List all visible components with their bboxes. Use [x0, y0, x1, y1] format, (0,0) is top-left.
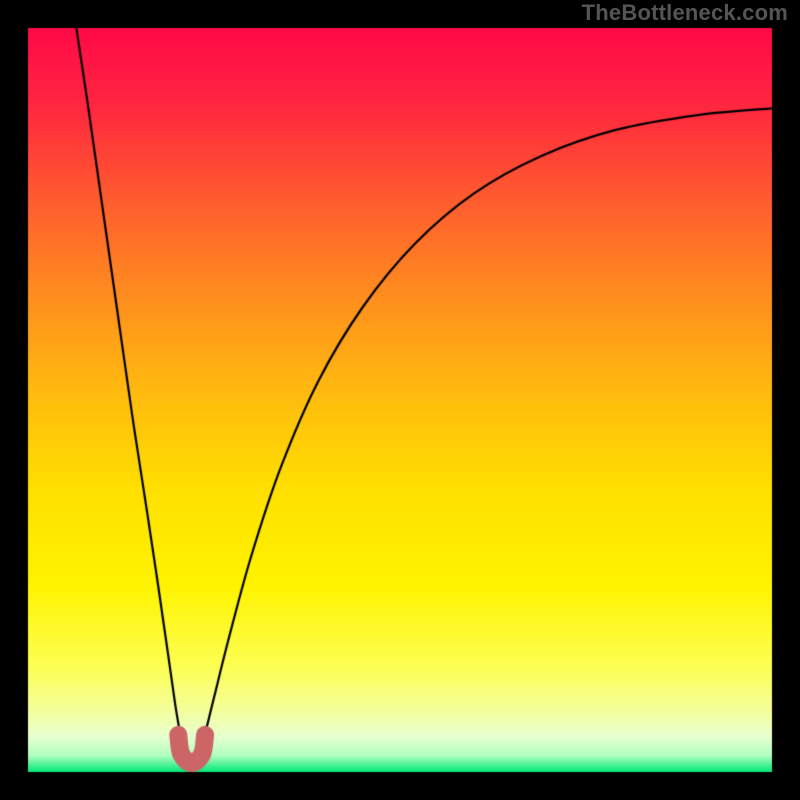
- watermark-text: TheBottleneck.com: [582, 0, 788, 26]
- bottleneck-chart: [0, 0, 800, 800]
